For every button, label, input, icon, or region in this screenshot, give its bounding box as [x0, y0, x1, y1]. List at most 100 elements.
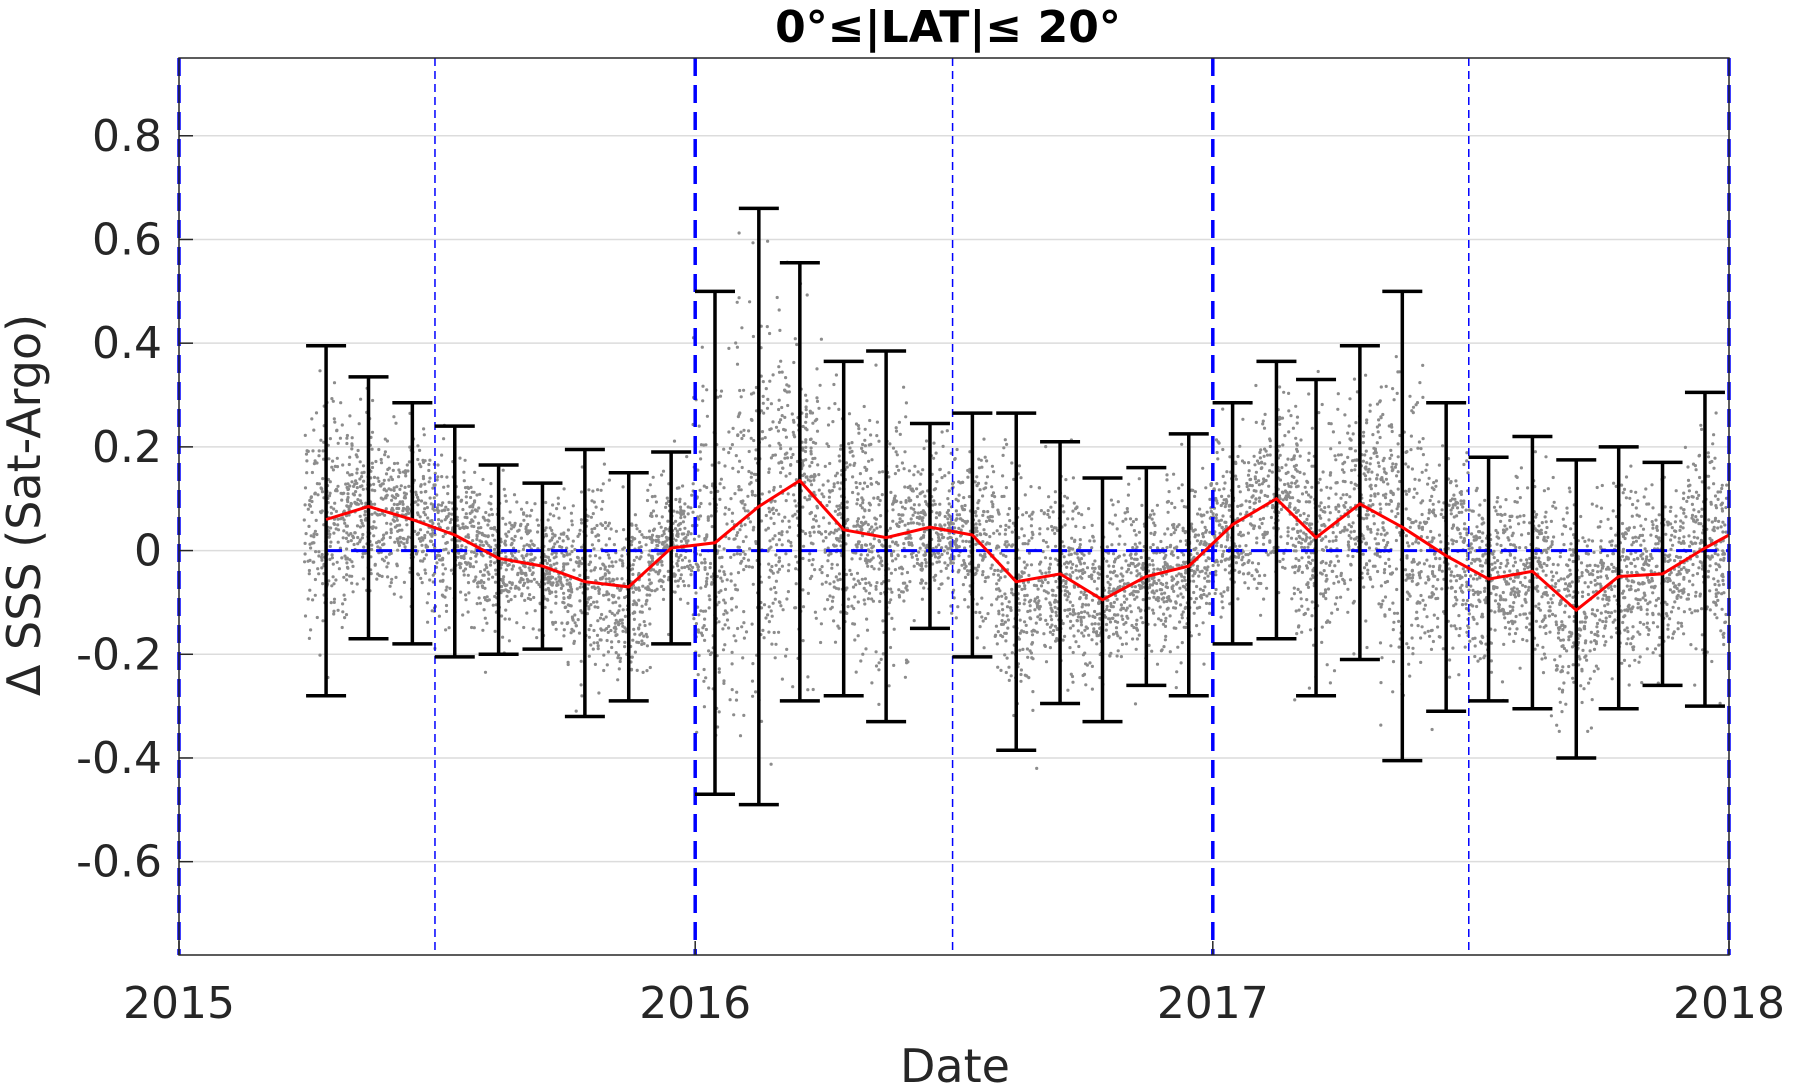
- data-point: [1197, 574, 1201, 578]
- data-point: [720, 555, 724, 560]
- data-point: [771, 601, 775, 605]
- data-point: [655, 543, 659, 548]
- data-point: [708, 561, 713, 566]
- data-point: [1022, 560, 1026, 564]
- data-point: [747, 449, 751, 454]
- data-point: [1038, 532, 1042, 536]
- data-point: [918, 482, 922, 486]
- data-point: [1084, 662, 1088, 666]
- data-point: [1044, 571, 1048, 575]
- data-point: [808, 437, 813, 442]
- data-point: [1214, 587, 1218, 592]
- data-point: [905, 570, 910, 575]
- data-point: [489, 494, 493, 498]
- data-point: [484, 534, 488, 538]
- data-point: [801, 459, 805, 463]
- data-point: [523, 598, 527, 603]
- data-point: [898, 520, 902, 524]
- data-point: [1066, 595, 1070, 599]
- data-point: [1177, 523, 1181, 527]
- data-point: [1052, 629, 1056, 633]
- data-point: [947, 502, 951, 506]
- data-point: [902, 467, 906, 471]
- data-point: [963, 598, 967, 602]
- data-point: [705, 576, 709, 581]
- data-point: [340, 423, 344, 427]
- data-point: [1027, 539, 1031, 543]
- data-point: [721, 627, 725, 631]
- data-point: [1003, 592, 1007, 596]
- data-point: [1164, 634, 1168, 639]
- data-point: [469, 495, 473, 500]
- data-point: [702, 667, 706, 672]
- data-point: [321, 449, 325, 453]
- data-point: [1090, 577, 1094, 581]
- data-point: [850, 449, 854, 453]
- data-point: [654, 570, 658, 574]
- data-point: [389, 475, 393, 479]
- data-point: [332, 417, 336, 421]
- data-point: [618, 558, 622, 562]
- data-point: [484, 598, 488, 602]
- data-point: [812, 517, 816, 521]
- data-point: [900, 519, 904, 523]
- data-point: [359, 518, 363, 523]
- data-point: [1221, 474, 1225, 478]
- data-point: [774, 579, 779, 583]
- data-point: [526, 580, 530, 584]
- data-point: [768, 331, 772, 336]
- data-point: [874, 522, 878, 526]
- data-point: [1006, 512, 1010, 517]
- data-point: [487, 513, 491, 517]
- data-point: [416, 495, 420, 499]
- data-point: [321, 619, 325, 623]
- data-point: [1208, 611, 1212, 615]
- data-point: [732, 537, 736, 541]
- data-point: [834, 575, 838, 579]
- data-point: [1003, 620, 1008, 624]
- data-point: [606, 553, 611, 557]
- data-point: [889, 490, 893, 494]
- data-point: [1193, 600, 1197, 604]
- data-point: [440, 453, 444, 457]
- data-point: [832, 619, 836, 623]
- data-point: [863, 577, 868, 581]
- data-point: [707, 686, 711, 690]
- data-point: [789, 447, 793, 451]
- data-point: [1049, 603, 1053, 607]
- data-point: [1002, 446, 1006, 450]
- data-point: [1158, 588, 1162, 592]
- data-point: [502, 575, 506, 579]
- data-point: [644, 602, 648, 606]
- data-point: [374, 459, 378, 464]
- data-point: [974, 522, 978, 526]
- data-point: [1224, 545, 1228, 549]
- data-point: [370, 526, 375, 531]
- data-point: [867, 459, 871, 463]
- data-point: [1204, 486, 1208, 490]
- data-point: [1160, 574, 1165, 578]
- data-point: [1085, 566, 1090, 570]
- data-point: [611, 564, 615, 568]
- data-point: [895, 464, 899, 468]
- data-point: [723, 572, 727, 577]
- data-point: [832, 543, 836, 547]
- data-point: [935, 560, 939, 564]
- data-point: [335, 456, 339, 460]
- data-point: [1227, 494, 1231, 498]
- data-point: [675, 529, 680, 533]
- data-point: [630, 522, 634, 526]
- data-point: [638, 540, 642, 545]
- data-point: [1199, 593, 1203, 598]
- data-point: [585, 612, 590, 616]
- data-point: [1023, 584, 1027, 588]
- data-point: [401, 502, 405, 506]
- data-point: [903, 523, 907, 527]
- data-point: [1219, 592, 1223, 596]
- data-point: [638, 610, 642, 614]
- data-point: [528, 514, 532, 518]
- data-point: [717, 590, 721, 595]
- data-point: [727, 537, 731, 541]
- data-point: [805, 498, 809, 502]
- data-point: [1124, 630, 1128, 634]
